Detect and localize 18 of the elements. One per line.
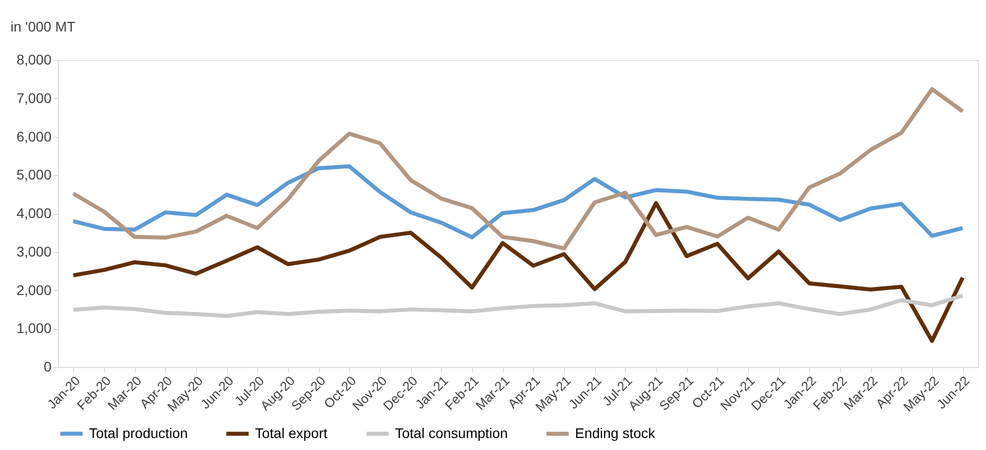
legend-label: Total export	[255, 424, 328, 441]
line-series	[71, 87, 965, 250]
y-tick-label: 7,000	[16, 90, 52, 106]
legend-label: Total production	[89, 424, 188, 441]
y-tick-label: 0	[44, 358, 52, 374]
line-series	[71, 164, 965, 240]
legend-label: Total consumption	[395, 424, 508, 441]
y-tick-label: 4,000	[16, 205, 52, 221]
y-axis-title: in '000 MT	[10, 18, 76, 34]
y-tick-label: 1,000	[16, 320, 52, 336]
legend-label: Ending stock	[575, 424, 656, 441]
y-tick-label: 8,000	[16, 52, 52, 68]
y-tick-label: 3,000	[16, 243, 52, 260]
y-tick-label: 6,000	[16, 128, 52, 144]
y-tick-label: 5,000	[16, 166, 52, 183]
line-series	[71, 294, 965, 318]
line-series	[71, 201, 965, 343]
y-tick-label: 2,000	[16, 282, 52, 298]
